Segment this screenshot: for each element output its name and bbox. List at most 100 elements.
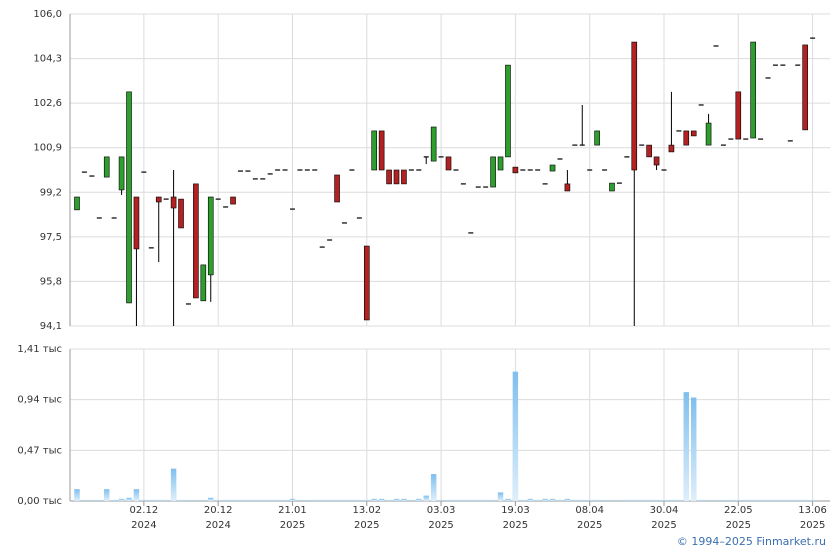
candle-body	[393, 169, 400, 185]
volume-shade	[252, 499, 259, 501]
volume-shade	[475, 499, 481, 501]
y-tick-label: 100,9	[33, 143, 62, 154]
x-tick-label: 13.02	[352, 505, 381, 516]
volume-shade	[609, 499, 615, 501]
candle-body	[430, 126, 437, 162]
volume-shade	[401, 498, 407, 501]
x-tick-year: 2024	[131, 520, 156, 531]
volume-shade	[639, 499, 645, 501]
candle-body	[170, 196, 177, 209]
candle-body	[74, 196, 80, 211]
volume-shade	[89, 499, 95, 501]
candle-body	[386, 169, 392, 185]
candle-body	[802, 44, 808, 131]
x-tick-year: 2025	[726, 520, 751, 531]
volume-shade	[757, 499, 764, 501]
volume-shade	[795, 499, 801, 501]
footer: © 1994–2025 Finmarket.ru	[677, 535, 826, 548]
volume-shade	[408, 499, 415, 501]
x-tick-label: 20.12	[204, 505, 233, 516]
candle-body	[490, 156, 496, 188]
candle-body	[193, 183, 199, 299]
volume-shade	[349, 499, 355, 501]
volume-shade	[676, 499, 682, 501]
volume-shade	[809, 499, 816, 501]
volume-shade	[163, 499, 169, 501]
volume-shade	[572, 499, 578, 501]
x-tick-year: 2025	[577, 520, 602, 531]
y2-tick-label: 0,47 тыс	[17, 445, 62, 456]
volume-shade	[371, 498, 377, 501]
x-tick-label: 21.01	[278, 505, 307, 516]
volume-shade	[230, 499, 236, 501]
volume-shade	[312, 499, 318, 501]
volume-shade	[505, 498, 511, 501]
candle-body	[378, 130, 385, 171]
candle-body	[334, 174, 340, 203]
volume-shade	[96, 499, 102, 501]
volume-shade	[802, 499, 808, 501]
candle-body	[683, 130, 690, 146]
candle-body	[505, 64, 511, 158]
volume-shade	[237, 499, 244, 501]
volume-shade	[378, 498, 385, 501]
candle-body	[230, 196, 236, 205]
volume-shade	[326, 499, 333, 501]
volume-shade	[743, 499, 749, 501]
volume-shade	[341, 499, 348, 501]
candle-body	[178, 198, 184, 229]
candle-body	[690, 130, 697, 137]
candle-body	[564, 183, 571, 192]
candle-body	[371, 130, 378, 171]
candle-body	[705, 122, 712, 146]
volume-shade	[445, 499, 452, 501]
y-tick-label: 104,3	[33, 54, 62, 65]
volume-shade	[586, 499, 593, 501]
y-tick-label: 94,1	[40, 321, 62, 332]
volume-shade	[772, 499, 779, 501]
volume-shade	[304, 499, 311, 501]
volume-shade	[274, 499, 281, 501]
volume-shade	[534, 499, 541, 501]
volume-shade	[74, 489, 80, 501]
candle-body	[609, 182, 615, 192]
volume-shade	[185, 499, 192, 501]
x-tick-label: 30.04	[650, 505, 679, 516]
volume-shade	[81, 499, 88, 501]
volume-shade	[133, 489, 140, 501]
volume-shade	[594, 499, 600, 501]
volume-shade	[453, 499, 459, 501]
volume-shade	[601, 499, 608, 501]
volume-shade	[356, 499, 363, 501]
volume-shade	[222, 499, 229, 501]
volume-shade	[215, 499, 221, 501]
volume-shade	[364, 499, 370, 501]
volume-shade	[141, 499, 147, 501]
x-tick-year: 2025	[428, 520, 453, 531]
y2-tick-label: 0,94 тыс	[17, 395, 62, 406]
y2-tick-label: 1,41 тыс	[17, 344, 62, 355]
volume-shade	[267, 499, 273, 501]
candle-body	[445, 156, 452, 171]
volume-shade	[386, 499, 392, 501]
volume-shade	[691, 397, 697, 501]
x-tick-year: 2025	[651, 520, 676, 531]
volume-shade	[468, 499, 474, 501]
candle-body	[118, 156, 125, 191]
volume-shade	[579, 499, 585, 501]
x-tick-label: 08.04	[575, 505, 604, 516]
volume-shade	[765, 499, 771, 501]
volume-shade	[156, 499, 162, 501]
y-tick-label: 97,5	[40, 232, 62, 243]
candle-body	[668, 144, 675, 153]
volume-shade	[438, 499, 444, 501]
volume-shade	[624, 499, 630, 501]
volume-shade	[200, 499, 207, 501]
volume-shade	[542, 498, 548, 501]
volume-shade	[208, 497, 214, 501]
volume-shade	[111, 499, 117, 501]
volume-shade	[126, 497, 132, 501]
candle-body	[363, 245, 370, 321]
volume-shade	[497, 492, 504, 501]
x-tick-label: 13.06	[798, 505, 827, 516]
